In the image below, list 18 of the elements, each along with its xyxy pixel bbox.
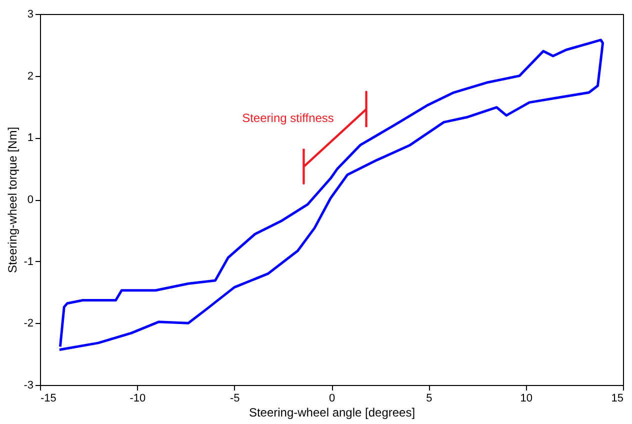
x-tick-label: 15 bbox=[611, 392, 624, 404]
x-tick-label: 0 bbox=[328, 392, 336, 404]
y-tick-label: -1 bbox=[24, 256, 34, 268]
x-tick-label: -5 bbox=[230, 392, 240, 404]
y-axis-title: Steering-wheel torque [Nm] bbox=[6, 126, 20, 274]
y-tick-label: -3 bbox=[24, 380, 34, 392]
y-tick-label: -2 bbox=[24, 318, 34, 330]
x-tick-label: -10 bbox=[130, 392, 146, 404]
y-tick-label: 0 bbox=[27, 194, 34, 206]
x-tick-label: -15 bbox=[40, 392, 56, 404]
x-axis-title: Steering-wheel angle [degrees] bbox=[248, 406, 416, 420]
x-tick-label: 5 bbox=[426, 392, 432, 404]
x-tick-label: 10 bbox=[520, 392, 532, 404]
line-series bbox=[58, 38, 604, 352]
annotation: Steering stiffness bbox=[242, 111, 334, 125]
y-tick-label: 2 bbox=[27, 70, 34, 82]
y-tick-label: 1 bbox=[27, 132, 34, 144]
y-tick-label: 3 bbox=[27, 8, 34, 20]
